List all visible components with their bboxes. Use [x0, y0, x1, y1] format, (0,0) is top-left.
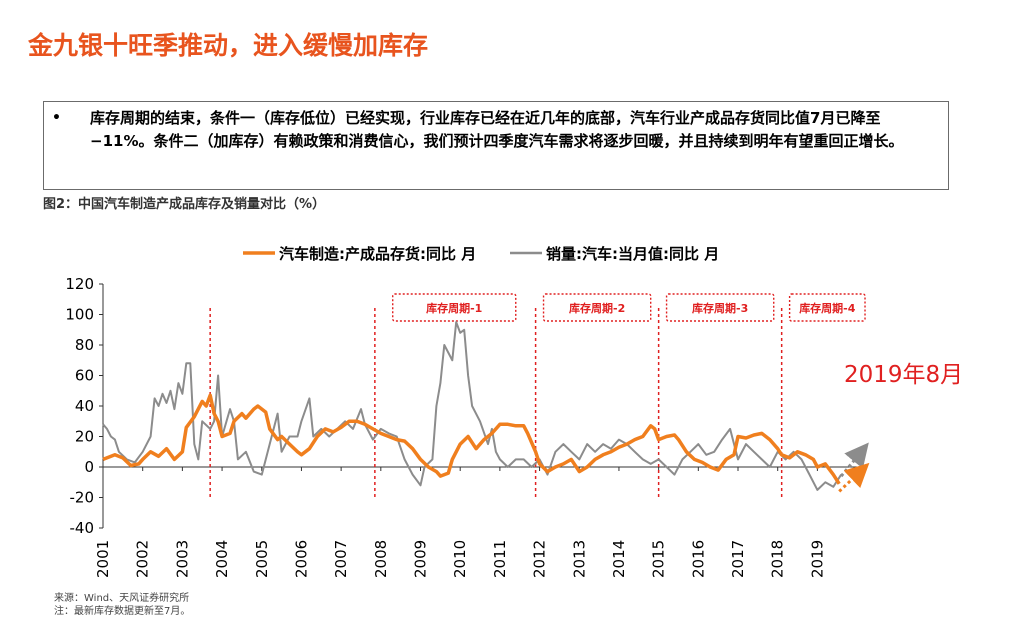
x-tick-label: 2002 [134, 540, 152, 578]
x-tick-label: 2009 [412, 540, 430, 578]
y-tick-label: 120 [65, 275, 94, 293]
x-tick-label: 2017 [729, 540, 747, 578]
summary-text: 库存周期的结束，条件一（库存低位）已经实现，行业库存已经在近几年的底部，汽车行业… [90, 109, 904, 150]
figure-caption: 图2：中国汽车制造产成品库存及销量对比（%） [43, 197, 326, 212]
x-tick-label: 2012 [531, 540, 549, 578]
inventory-series-line [102, 393, 841, 485]
y-tick-label: 0 [84, 458, 94, 476]
y-tick-label: -20 [70, 489, 95, 507]
x-tick-label: 2003 [173, 540, 191, 578]
source-note: 来源：Wind、天风证券研究所 [54, 593, 190, 604]
inventory-projection-arrow [838, 462, 870, 493]
x-tick-label: 2004 [213, 540, 231, 578]
sales-projection-arrow [840, 442, 869, 478]
cycle-label-box [665, 293, 775, 322]
x-tick-label: 2011 [491, 540, 509, 578]
x-tick-label: 2007 [332, 540, 350, 578]
x-tick-label: 2006 [292, 540, 310, 578]
y-tick-label: 80 [75, 336, 94, 354]
y-tick-label: 60 [75, 367, 94, 385]
sales-series-line [102, 321, 843, 491]
cycle-label-box [542, 293, 652, 322]
x-tick-label: 2013 [570, 540, 588, 578]
footnotes: 来源：Wind、天风证券研究所 注：最新库存数据更新至7月。 [54, 592, 190, 618]
x-tick-label: 2008 [372, 540, 390, 578]
data-note: 注：最新库存数据更新至7月。 [54, 606, 191, 617]
x-tick-label: 2019 [808, 540, 826, 578]
x-tick-label: 2015 [650, 540, 668, 578]
slide-title: 金九银十旺季推动，进入缓慢加库存 [28, 31, 429, 60]
summary-box: • 库存周期的结束，条件一（库存低位）已经实现，行业库存已经在近几年的底部，汽车… [43, 101, 949, 190]
legend-label-inventory: 汽车制造:产成品存货:同比 月 [279, 245, 476, 263]
cycle-label: 库存周期-4 [799, 301, 856, 315]
cycle-label-box [788, 293, 866, 322]
legend-label-sales: 销量:汽车:当月值:同比 月 [546, 245, 719, 263]
x-tick-label: 2016 [689, 540, 707, 578]
x-tick-label: 2010 [451, 540, 469, 578]
y-tick-label: 40 [75, 397, 94, 415]
x-tick-label: 2018 [769, 540, 787, 578]
y-tick-label: 100 [65, 306, 94, 324]
y-tick-label: -40 [70, 519, 95, 537]
x-tick-label: 2005 [253, 540, 271, 578]
cycle-label: 库存周期-1 [426, 301, 482, 315]
cycle-label: 库存周期-2 [569, 301, 625, 315]
x-tick-label: 2001 [94, 540, 112, 578]
cycle-label-box [392, 293, 517, 322]
bullet-marker: • [52, 110, 61, 126]
date-annotation: 2019年8月 [844, 362, 963, 388]
x-tick-label: 2014 [610, 540, 628, 578]
cycle-label: 库存周期-3 [692, 301, 748, 315]
y-tick-label: 20 [75, 428, 94, 446]
